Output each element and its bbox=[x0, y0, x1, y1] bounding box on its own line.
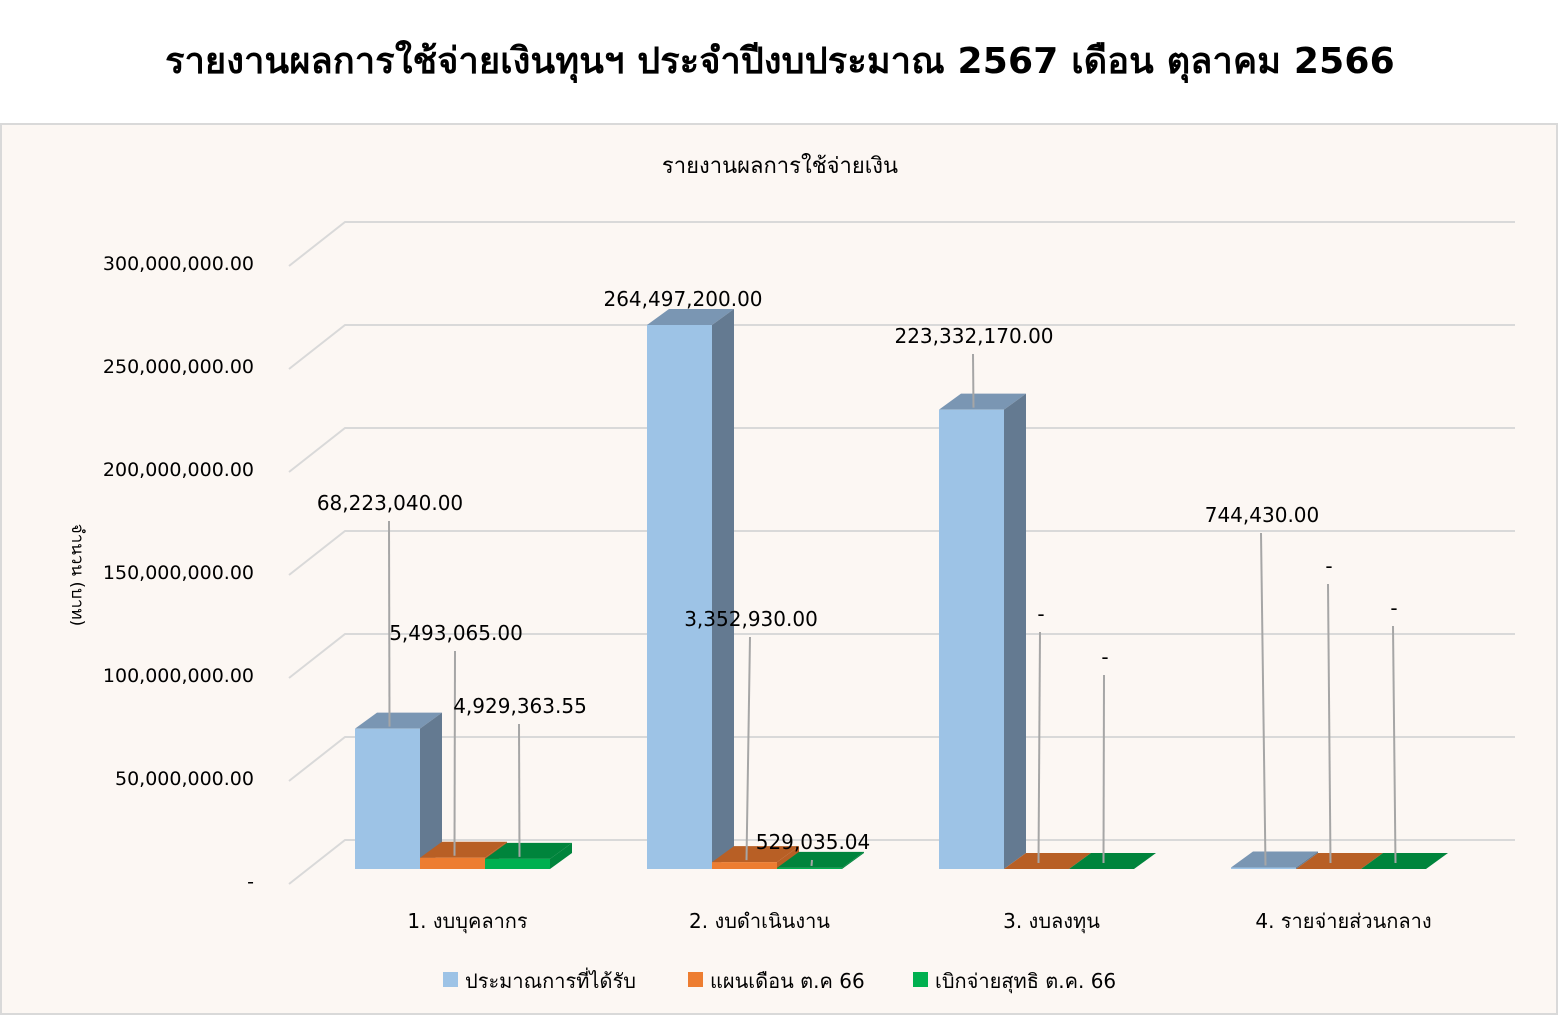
gridlines bbox=[288, 221, 1515, 885]
gridline bbox=[288, 633, 1515, 679]
bar bbox=[777, 851, 864, 869]
bar bbox=[1069, 853, 1156, 869]
leader-line bbox=[745, 636, 751, 861]
x-axis-ticks: 1. งบบุคลากร 2. งบดำเนินงาน 3. งบลงทุน 4. ร… bbox=[407, 909, 1431, 934]
bar bbox=[647, 309, 734, 869]
legend-swatch bbox=[913, 972, 928, 987]
leader-line bbox=[388, 520, 391, 727]
leader-line bbox=[810, 859, 813, 866]
data-label: 5,493,065.00 bbox=[389, 621, 523, 645]
leader-line bbox=[972, 353, 975, 408]
legend-swatch bbox=[443, 972, 458, 987]
y-tick-label: 50,000,000.00 bbox=[115, 768, 254, 790]
leader-line bbox=[453, 650, 456, 856]
leader-line bbox=[1102, 674, 1105, 864]
page-title: รายงานผลการใช้จ่ายเงินทุนฯ ประจำปีงบประม… bbox=[165, 41, 1395, 82]
data-label: - bbox=[1101, 645, 1108, 669]
leader-line bbox=[1260, 532, 1267, 866]
bar bbox=[939, 393, 1026, 869]
data-label: 3,352,930.00 bbox=[684, 607, 818, 631]
gridline bbox=[288, 530, 1515, 576]
data-label: - bbox=[1390, 596, 1397, 620]
data-label: 744,430.00 bbox=[1205, 503, 1320, 527]
y-tick-label: - bbox=[247, 871, 254, 893]
y-tick-label: 300,000,000.00 bbox=[103, 253, 254, 275]
legend-item: แผนเดือน ต.ค 66 bbox=[688, 969, 865, 993]
gridline bbox=[288, 736, 1515, 782]
data-label: - bbox=[1037, 602, 1044, 626]
legend-label: ประมาณการที่ได้รับ bbox=[465, 967, 636, 993]
legend-label: แผนเดือน ต.ค 66 bbox=[710, 969, 865, 993]
data-label: 4,929,363.55 bbox=[453, 694, 587, 718]
y-tick-label: 100,000,000.00 bbox=[103, 665, 254, 687]
legend-swatch bbox=[688, 972, 703, 987]
leader-line bbox=[518, 723, 521, 857]
bars bbox=[355, 309, 1448, 869]
legend-item: เบิกจ่ายสุทธิ ต.ค. 66 bbox=[913, 969, 1116, 994]
data-label: 264,497,200.00 bbox=[603, 287, 762, 311]
gridline bbox=[288, 427, 1515, 473]
y-tick-label: 250,000,000.00 bbox=[103, 356, 254, 378]
data-label: 68,223,040.00 bbox=[317, 491, 463, 515]
data-label: 223,332,170.00 bbox=[894, 324, 1053, 348]
gridline bbox=[288, 324, 1515, 370]
legend: ประมาณการที่ได้รับ แผนเดือน ต.ค 66 เบิกจ่า… bbox=[443, 967, 1116, 994]
bar bbox=[1004, 853, 1091, 869]
leader-line bbox=[1327, 583, 1332, 864]
data-label: 529,035.04 bbox=[756, 830, 871, 854]
gridline bbox=[288, 839, 1515, 885]
bar bbox=[1296, 853, 1383, 869]
data-label: - bbox=[1325, 554, 1332, 578]
y-axis-ticks: - 50,000,000.00 100,000,000.00 150,000,000.… bbox=[103, 253, 254, 893]
legend-item: ประมาณการที่ได้รับ bbox=[443, 967, 636, 993]
y-tick-label: 150,000,000.00 bbox=[103, 562, 254, 584]
y-axis-label: จำนวน (บาท) bbox=[67, 524, 87, 627]
bar bbox=[485, 842, 572, 869]
data-labels: 68,223,040.00 5,493,065.00 4,929,363.55 264… bbox=[317, 287, 1398, 866]
x-tick-label: 3. งบลงทุน bbox=[1003, 909, 1100, 934]
y-tick-label: 200,000,000.00 bbox=[103, 459, 254, 481]
leader-line bbox=[1037, 631, 1041, 864]
legend-label: เบิกจ่ายสุทธิ ต.ค. 66 bbox=[935, 969, 1116, 994]
x-tick-label: 4. รายจ่ายส่วนกลาง bbox=[1255, 909, 1431, 933]
x-tick-label: 2. งบดำเนินงาน bbox=[689, 909, 830, 933]
bar bbox=[712, 846, 799, 869]
bar bbox=[1361, 853, 1448, 869]
chart-title: รายงานผลการใช้จ่ายเงิน bbox=[662, 153, 898, 179]
x-tick-label: 1. งบบุคลากร bbox=[407, 909, 528, 934]
bar bbox=[1231, 851, 1318, 869]
bar bbox=[355, 712, 442, 869]
gridline bbox=[288, 221, 1515, 267]
leader-line bbox=[1392, 625, 1397, 864]
